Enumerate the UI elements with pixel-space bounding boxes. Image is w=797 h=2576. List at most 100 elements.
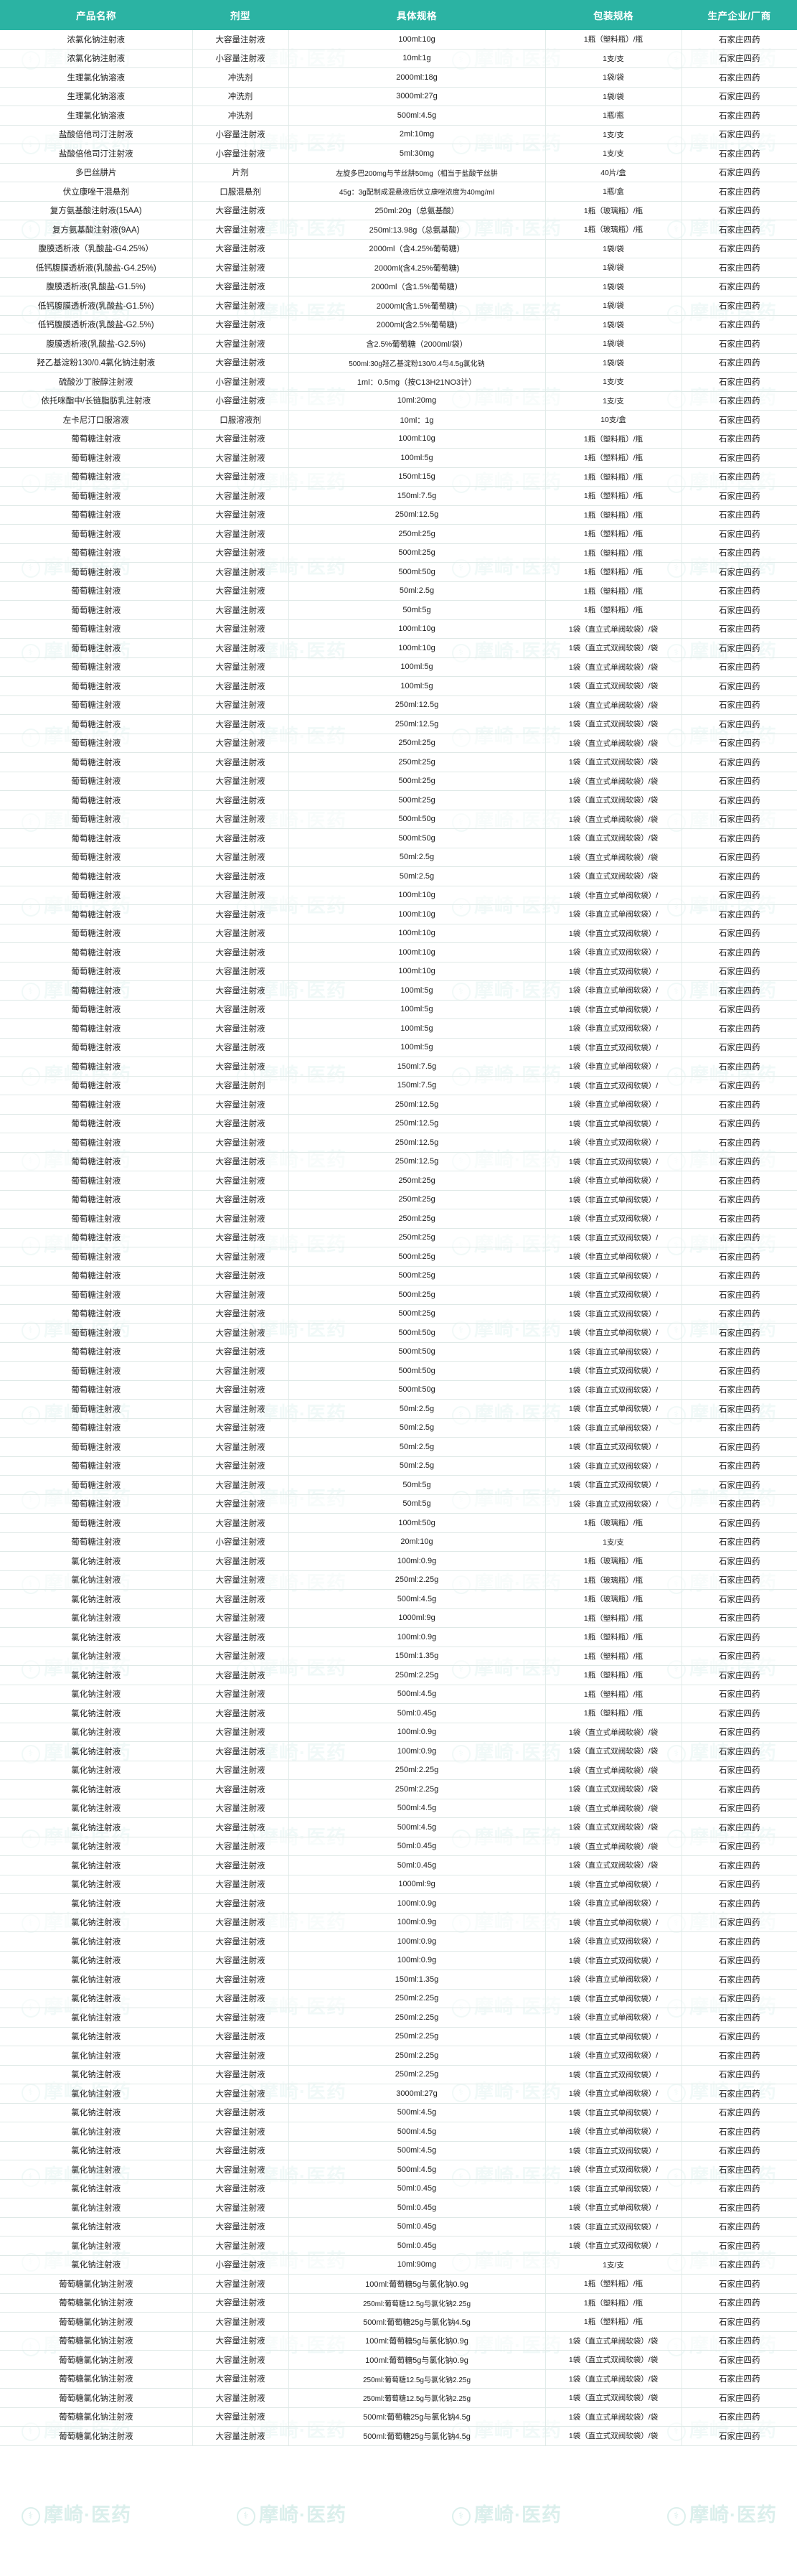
table-row[interactable]: 氯化钠注射液 小容量注射液 10ml:90mg 1支/支 石家庄四药 xyxy=(0,2255,797,2275)
table-row[interactable]: 氯化钠注射液 大容量注射液 100ml:0.9g 1瓶（玻璃瓶）/瓶 石家庄四药 xyxy=(0,1551,797,1571)
table-row[interactable]: 硫酸沙丁胺醇注射液 小容量注射液 1ml：0.5mg（按C13H21NO3计） 1支/… xyxy=(0,372,797,392)
table-row[interactable]: 葡萄糖氯化钠注射液 大容量注射液 500ml:葡萄糖25g与氯化钠4.5g 1袋（直立… xyxy=(0,2407,797,2427)
table-row[interactable]: 葡萄糖注射液 大容量注射液 250ml:25g 1袋（非直立式双阀软袋）/石家庄四药 xyxy=(0,1228,797,1247)
table-row[interactable]: 复方氨基酸注射液(15AA) 大容量注射液 250ml:20g（总氨基酸） 1瓶（玻璃… xyxy=(0,201,797,220)
table-row[interactable]: 氯化钠注射液 大容量注射液 250ml:2.25g 1袋（非直立式单阀软袋）/石家庄四… xyxy=(0,2008,797,2028)
table-row[interactable]: 葡萄糖注射液 大容量注射液 50ml:5g 1瓶（塑料瓶）/瓶 石家庄四药 xyxy=(0,600,797,620)
table-row[interactable]: 葡萄糖注射液 大容量注射液 250ml:12.5g 1袋（非直立式单阀软袋）/石家庄四… xyxy=(0,1095,797,1115)
table-row[interactable]: 葡萄糖注射液 大容量注射液 50ml:5g 1袋（非直立式双阀软袋）/石家庄四药 xyxy=(0,1475,797,1495)
table-row[interactable]: 葡萄糖注射液 大容量注射液 500ml:50g 1袋（直立式单阀软袋）/袋 石家庄四药 xyxy=(0,810,797,829)
table-row[interactable]: 葡萄糖注射液 大容量注射剂 150ml:7.5g 1袋（非直立式双阀软袋）/石家庄四药 xyxy=(0,1076,797,1095)
table-row[interactable]: 氯化钠注射液 大容量注射液 250ml:2.25g 1袋（非直立式双阀软袋）/石家庄四… xyxy=(0,2046,797,2066)
table-row[interactable]: 氯化钠注射液 大容量注射液 100ml:0.9g 1瓶（塑料瓶）/瓶 石家庄四药 xyxy=(0,1627,797,1647)
table-row[interactable]: 氯化钠注射液 大容量注射液 150ml:1.35g 1袋（非直立式单阀软袋）/石家庄四… xyxy=(0,1970,797,1990)
table-row[interactable]: 葡萄糖注射液 大容量注射液 250ml:12.5g 1袋（非直立式双阀软袋）/石家庄四… xyxy=(0,1133,797,1153)
table-row[interactable]: 氯化钠注射液 大容量注射液 500ml:4.5g 1袋（直立式单阀软袋）/袋 石家庄四药 xyxy=(0,1799,797,1818)
table-row[interactable]: 氯化钠注射液 大容量注射液 50ml:0.45g 1袋（非直立式双阀软袋）/石家庄四药 xyxy=(0,2236,797,2256)
table-row[interactable]: 葡萄糖注射液 大容量注射液 100ml:5g 1袋（直立式双阀软袋）/袋 石家庄四药 xyxy=(0,676,797,696)
table-row[interactable]: 葡萄糖注射液 大容量注射液 100ml:10g 1袋（非直立式单阀软袋）/石家庄四药 xyxy=(0,904,797,924)
table-row[interactable]: 葡萄糖注射液 大容量注射液 150ml:7.5g 1袋（非直立式单阀软袋）/石家庄四药 xyxy=(0,1057,797,1077)
table-row[interactable]: 葡萄糖氯化钠注射液 大容量注射液 250ml:葡萄糖12.5g与氯化钠2.25g 1袋… xyxy=(0,2388,797,2408)
table-row[interactable]: 氯化钠注射液 大容量注射液 500ml:4.5g 1瓶（塑料瓶）/瓶 石家庄四药 xyxy=(0,1685,797,1704)
table-row[interactable]: 氯化钠注射液 大容量注射液 100ml:0.9g 1袋（直立式单阀软袋）/袋 石家庄四药 xyxy=(0,1723,797,1742)
table-row[interactable]: 伏立康唑干混悬剂 口服混悬剂 45g：3g配制成混悬液后伏立康唑浓度为40mg/ml… xyxy=(0,182,797,202)
table-row[interactable]: 葡萄糖注射液 大容量注射液 500ml:50g 1袋（直立式双阀软袋）/袋 石家庄四药 xyxy=(0,828,797,848)
table-row[interactable]: 氯化钠注射液 大容量注射液 250ml:2.25g 1瓶（玻璃瓶）/瓶 石家庄四药 xyxy=(0,1570,797,1590)
table-row[interactable]: 葡萄糖注射液 大容量注射液 100ml:10g 1袋（非直立式双阀软袋）/石家庄四药 xyxy=(0,924,797,943)
table-row[interactable]: 氯化钠注射液 大容量注射液 250ml:2.25g 1袋（非直立式单阀软袋）/石家庄四… xyxy=(0,2027,797,2046)
table-row[interactable]: 葡萄糖注射液 大容量注射液 100ml:10g 1瓶（塑料瓶）/瓶 石家庄四药 xyxy=(0,429,797,449)
table-row[interactable]: 葡萄糖氯化钠注射液 大容量注射液 500ml:葡萄糖25g与氯化钠4.5g 1瓶（塑料… xyxy=(0,2312,797,2332)
table-row[interactable]: 葡萄糖注射液 大容量注射液 50ml:2.5g 1袋（非直立式单阀软袋）/石家庄四药 xyxy=(0,1418,797,1438)
table-row[interactable]: 葡萄糖注射液 大容量注射液 50ml:2.5g 1袋（非直立式双阀软袋）/石家庄四药 xyxy=(0,1456,797,1476)
table-row[interactable]: 葡萄糖注射液 大容量注射液 500ml:25g 1瓶（塑料瓶）/瓶 石家庄四药 xyxy=(0,543,797,563)
table-row[interactable]: 葡萄糖注射液 大容量注射液 50ml:2.5g 1袋（直立式单阀软袋）/袋 石家庄四药 xyxy=(0,848,797,867)
table-row[interactable]: 葡萄糖注射液 大容量注射液 50ml:2.5g 1袋（非直立式单阀软袋）/石家庄四药 xyxy=(0,1399,797,1419)
table-row[interactable]: 葡萄糖注射液 小容量注射液 20ml:10g 1支/支 石家庄四药 xyxy=(0,1532,797,1552)
table-row[interactable]: 氯化钠注射液 大容量注射液 500ml:4.5g 1瓶（玻璃瓶）/瓶 石家庄四药 xyxy=(0,1589,797,1609)
table-row[interactable]: 葡萄糖注射液 大容量注射液 500ml:25g 1袋（非直立式双阀软袋）/石家庄四药 xyxy=(0,1285,797,1305)
table-row[interactable]: 腹膜透析液(乳酸盐-G1.5%) 大容量注射液 2000ml（含1.5%葡萄糖） 1袋… xyxy=(0,277,797,296)
table-row[interactable]: 低钙腹膜透析液(乳酸盐-G1.5%) 大容量注射液 2000ml(含1.5%葡萄糖)… xyxy=(0,296,797,316)
table-row[interactable]: 氯化钠注射液 大容量注射液 50ml:0.45g 1袋（非直立式单阀软袋）/石家庄四药 xyxy=(0,2179,797,2198)
table-row[interactable]: 生理氯化钠溶液 冲洗剂 500ml:4.5g 1瓶/瓶 石家庄四药 xyxy=(0,106,797,126)
table-row[interactable]: 浓氯化钠注射液 小容量注射液 10ml:1g 1支/支 石家庄四药 xyxy=(0,49,797,68)
table-row[interactable]: 葡萄糖注射液 大容量注射液 100ml:5g 1瓶（塑料瓶）/瓶 石家庄四药 xyxy=(0,448,797,468)
table-row[interactable]: 葡萄糖注射液 大容量注射液 100ml:10g 1袋（非直立式双阀软袋）/石家庄四药 xyxy=(0,962,797,981)
table-row[interactable]: 葡萄糖注射液 大容量注射液 250ml:25g 1袋（非直立式单阀软袋）/石家庄四药 xyxy=(0,1190,797,1209)
table-row[interactable]: 氯化钠注射液 大容量注射液 100ml:0.9g 1袋（非直立式单阀软袋）/石家庄四药 xyxy=(0,1893,797,1914)
table-row[interactable]: 氯化钠注射液 大容量注射液 50ml:0.45g 1袋（直立式单阀软袋）/袋 石家庄四药 xyxy=(0,1837,797,1856)
table-row[interactable]: 葡萄糖注射液 大容量注射液 500ml:25g 1袋（非直立式双阀软袋）/石家庄四药 xyxy=(0,1304,797,1324)
table-row[interactable]: 葡萄糖氯化钠注射液 大容量注射液 250ml:葡萄糖12.5g与氯化钠2.25g 1袋… xyxy=(0,2369,797,2389)
table-row[interactable]: 腹膜透析液(乳酸盐-G2.5%) 大容量注射液 含2.5%葡萄糖（2000ml/袋）… xyxy=(0,334,797,354)
table-row[interactable]: 氯化钠注射液 大容量注射液 50ml:0.45g 1袋（非直立式双阀软袋）/石家庄四药 xyxy=(0,2217,797,2237)
table-row[interactable]: 氯化钠注射液 大容量注射液 150ml:1.35g 1瓶（塑料瓶）/瓶 石家庄四药 xyxy=(0,1647,797,1666)
table-row[interactable]: 葡萄糖注射液 大容量注射液 500ml:50g 1袋（非直立式双阀软袋）/石家庄四药 xyxy=(0,1361,797,1381)
table-row[interactable]: 葡萄糖注射液 大容量注射液 250ml:12.5g 1袋（非直立式双阀软袋）/石家庄四… xyxy=(0,1152,797,1171)
table-row[interactable]: 葡萄糖注射液 大容量注射液 250ml:25g 1袋（非直立式双阀软袋）/石家庄四药 xyxy=(0,1209,797,1229)
table-row[interactable]: 氯化钠注射液 大容量注射液 500ml:4.5g 1袋（非直立式单阀软袋）/石家庄四药 xyxy=(0,2103,797,2122)
table-row[interactable]: 生理氯化钠溶液 冲洗剂 2000ml:18g 1袋/袋 石家庄四药 xyxy=(0,67,797,88)
table-row[interactable]: 葡萄糖注射液 大容量注射液 100ml:50g 1瓶（玻璃瓶）/瓶 石家庄四药 xyxy=(0,1513,797,1533)
table-row[interactable]: 生理氯化钠溶液 冲洗剂 3000ml:27g 1袋/袋 石家庄四药 xyxy=(0,87,797,106)
table-row[interactable]: 葡萄糖注射液 大容量注射液 500ml:25g 1袋（直立式单阀软袋）/袋 石家庄四药 xyxy=(0,772,797,791)
table-row[interactable]: 多巴丝肼片 片剂 左旋多巴200mg与苄丝肼50mg（相当于盐酸苄丝肼 40片/盒 石家… xyxy=(0,163,797,182)
table-row[interactable]: 葡萄糖注射液 大容量注射液 50ml:2.5g 1袋（非直立式双阀软袋）/石家庄四药 xyxy=(0,1437,797,1457)
table-row[interactable]: 葡萄糖注射液 大容量注射液 50ml:2.5g 1袋（直立式双阀软袋）/袋 石家庄四药 xyxy=(0,866,797,886)
table-row[interactable]: 葡萄糖注射液 大容量注射液 250ml:25g 1袋（非直立式单阀软袋）/石家庄四药 xyxy=(0,1171,797,1191)
table-row[interactable]: 氯化钠注射液 大容量注射液 100ml:0.9g 1袋（非直立式双阀软袋）/石家庄四药 xyxy=(0,1951,797,1970)
table-row[interactable]: 葡萄糖注射液 大容量注射液 100ml:5g 1袋（非直立式单阀软袋）/石家庄四药 xyxy=(0,1000,797,1019)
table-row[interactable]: 左卡尼汀口服溶液 口服溶液剂 10ml：1g 10支/盒 石家庄四药 xyxy=(0,410,797,430)
table-row[interactable]: 葡萄糖氯化钠注射液 大容量注射液 500ml:葡萄糖25g与氯化钠4.5g 1袋（直立… xyxy=(0,2426,797,2446)
table-row[interactable]: 氯化钠注射液 大容量注射液 1000ml:9g 1瓶（塑料瓶）/瓶 石家庄四药 xyxy=(0,1608,797,1628)
table-row[interactable]: 葡萄糖注射液 大容量注射液 500ml:50g 1袋（非直立式单阀软袋）/石家庄四药 xyxy=(0,1342,797,1362)
table-row[interactable]: 氯化钠注射液 大容量注射液 250ml:2.25g 1袋（直立式双阀软袋）/袋 石家庄四… xyxy=(0,1779,797,1799)
table-row[interactable]: 葡萄糖氯化钠注射液 大容量注射液 250ml:葡萄糖12.5g与氯化钠2.25g 1瓶… xyxy=(0,2293,797,2313)
table-row[interactable]: 葡萄糖注射液 大容量注射液 100ml:10g 1袋（直立式单阀软袋）/袋 石家庄四药 xyxy=(0,619,797,639)
table-row[interactable]: 葡萄糖注射液 大容量注射液 100ml:10g 1袋（非直立式单阀软袋）/石家庄四药 xyxy=(0,886,797,905)
table-row[interactable]: 羟乙基淀粉130/0.4氯化钠注射液 大容量注射液 500ml:30g羟乙基淀粉13… xyxy=(0,353,797,373)
table-row[interactable]: 氯化钠注射液 大容量注射液 50ml:0.45g 1瓶（塑料瓶）/瓶 石家庄四药 xyxy=(0,1703,797,1723)
table-row[interactable]: 氯化钠注射液 大容量注射液 100ml:0.9g 1袋（非直立式单阀软袋）/石家庄四药 xyxy=(0,1913,797,1932)
table-row[interactable]: 葡萄糖氯化钠注射液 大容量注射液 100ml:葡萄糖5g与氯化钠0.9g 1袋（直立式… xyxy=(0,2331,797,2351)
table-row[interactable]: 氯化钠注射液 大容量注射液 500ml:4.5g 1袋（非直立式单阀软袋）/石家庄四药 xyxy=(0,2122,797,2142)
table-row[interactable]: 葡萄糖注射液 大容量注射液 250ml:25g 1袋（直立式双阀软袋）/袋 石家庄四药 xyxy=(0,752,797,772)
table-row[interactable]: 葡萄糖注射液 大容量注射液 250ml:12.5g 1袋（非直立式单阀软袋）/石家庄四… xyxy=(0,1114,797,1133)
table-row[interactable]: 氯化钠注射液 大容量注射液 50ml:0.45g 1袋（直立式双阀软袋）/袋 石家庄四药 xyxy=(0,1855,797,1875)
table-row[interactable]: 氯化钠注射液 大容量注射液 3000ml:27g 1袋（非直立式单阀软袋）/石家庄四药 xyxy=(0,2084,797,2104)
table-row[interactable]: 葡萄糖注射液 大容量注射液 250ml:12.5g 1袋（直立式双阀软袋）/袋 石家庄四… xyxy=(0,714,797,734)
table-row[interactable]: 低钙腹膜透析液(乳酸盐-G4.25%) 大容量注射液 2000ml(含4.25%葡萄… xyxy=(0,258,797,278)
table-row[interactable]: 浓氯化钠注射液 大容量注射液 100ml:10g 1瓶（塑料瓶）/瓶 石家庄四药 xyxy=(0,30,797,50)
table-row[interactable]: 葡萄糖注射液 大容量注射液 50ml:2.5g 1瓶（塑料瓶）/瓶 石家庄四药 xyxy=(0,581,797,601)
table-row[interactable]: 氯化钠注射液 大容量注射液 250ml:2.25g 1瓶（塑料瓶）/瓶 石家庄四药 xyxy=(0,1665,797,1685)
table-row[interactable]: 氯化钠注射液 大容量注射液 1000ml:9g 1袋（非直立式单阀软袋）/石家庄四药 xyxy=(0,1875,797,1894)
table-row[interactable]: 葡萄糖注射液 大容量注射液 100ml:5g 1袋（非直立式单阀软袋）/石家庄四药 xyxy=(0,980,797,1001)
table-row[interactable]: 腹膜透析液（乳酸盐-G4.25%） 大容量注射液 2000ml（含4.25%葡萄糖）… xyxy=(0,239,797,258)
table-row[interactable]: 氯化钠注射液 大容量注射液 500ml:4.5g 1袋（非直立式双阀软袋）/石家庄四药 xyxy=(0,2141,797,2160)
table-row[interactable]: 葡萄糖注射液 大容量注射液 500ml:25g 1袋（非直立式单阀软袋）/石家庄四药 xyxy=(0,1247,797,1267)
table-row[interactable]: 葡萄糖注射液 大容量注射液 500ml:50g 1袋（非直立式单阀软袋）/石家庄四药 xyxy=(0,1323,797,1343)
table-row[interactable]: 葡萄糖注射液 大容量注射液 500ml:25g 1袋（直立式双阀软袋）/袋 石家庄四药 xyxy=(0,790,797,810)
table-row[interactable]: 氯化钠注射液 大容量注射液 100ml:0.9g 1袋（非直立式双阀软袋）/石家庄四药 xyxy=(0,1931,797,1952)
table-row[interactable]: 氯化钠注射液 大容量注射液 250ml:2.25g 1袋（非直立式单阀软袋）/石家庄四… xyxy=(0,1989,797,2008)
table-row[interactable]: 葡萄糖注射液 大容量注射液 100ml:5g 1袋（直立式单阀软袋）/袋 石家庄四药 xyxy=(0,657,797,677)
